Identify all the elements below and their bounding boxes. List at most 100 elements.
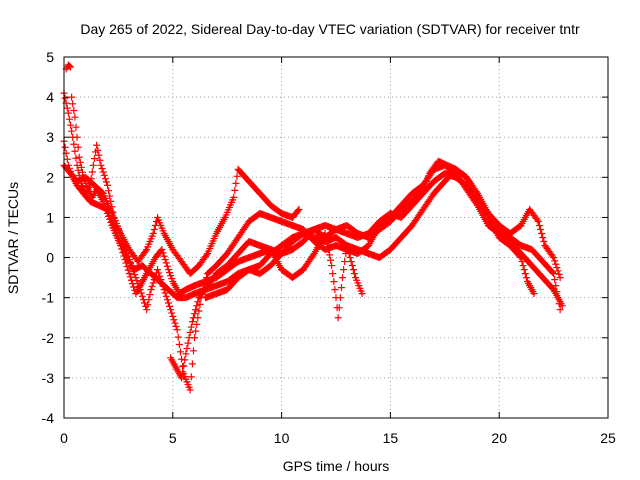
data-point	[348, 262, 356, 270]
data-point	[104, 181, 112, 189]
data-point	[171, 319, 179, 327]
data-point	[160, 252, 168, 260]
data-point	[346, 254, 354, 262]
data-point	[154, 266, 162, 274]
data-point	[172, 322, 180, 330]
data-point	[163, 262, 171, 270]
data-point	[535, 221, 543, 229]
data-point	[347, 258, 355, 266]
data-point	[551, 276, 559, 284]
data-point	[294, 207, 302, 215]
data-point	[133, 277, 141, 285]
data-point	[138, 292, 146, 300]
data-point	[520, 266, 528, 274]
data-point	[166, 302, 174, 310]
data-point	[192, 327, 200, 335]
data-point	[324, 246, 332, 254]
data-point	[155, 269, 163, 277]
data-point	[551, 257, 559, 265]
data-point	[203, 251, 211, 259]
data-point	[325, 251, 333, 259]
data-point	[169, 312, 177, 320]
data-point	[176, 348, 184, 356]
data-point	[185, 334, 193, 342]
data-point	[67, 63, 75, 71]
data-point	[68, 93, 76, 101]
data-point	[161, 289, 169, 297]
data-point	[82, 179, 90, 187]
data-point	[188, 318, 196, 326]
data-point	[72, 154, 80, 162]
data-point	[75, 153, 83, 161]
data-point	[349, 266, 357, 274]
data-point	[168, 309, 176, 317]
series-track-4	[60, 161, 303, 278]
data-point	[553, 264, 561, 272]
chart-title: Day 265 of 2022, Sidereal Day-to-day VTE…	[80, 21, 580, 37]
data-point	[98, 165, 106, 173]
x-tick-label: 15	[383, 430, 399, 446]
data-point	[534, 217, 542, 225]
data-point	[558, 302, 566, 310]
y-tick-label: 4	[46, 89, 54, 105]
data-point	[95, 151, 103, 159]
data-point	[179, 368, 187, 376]
data-point	[74, 143, 82, 151]
data-point	[162, 259, 170, 267]
data-point	[230, 193, 238, 201]
data-point	[521, 270, 529, 278]
data-point	[164, 299, 172, 307]
data-point	[345, 250, 353, 258]
data-point	[538, 229, 546, 237]
data-point	[88, 168, 96, 176]
data-point	[178, 374, 186, 382]
data-point	[135, 283, 143, 291]
data-point	[191, 310, 199, 318]
data-point	[149, 279, 157, 287]
data-point	[550, 254, 558, 262]
data-point	[184, 339, 192, 347]
series-track-5	[167, 229, 366, 382]
data-point	[168, 275, 176, 283]
series-track-1	[62, 61, 564, 314]
data-point	[97, 161, 105, 169]
y-tick-label: -3	[42, 370, 55, 386]
data-point	[93, 141, 101, 149]
data-point	[518, 258, 526, 266]
data-point	[549, 252, 557, 260]
data-point	[102, 178, 110, 186]
data-point	[159, 249, 167, 257]
data-point	[203, 274, 211, 282]
data-point	[522, 274, 530, 282]
data-point	[187, 373, 195, 381]
data-point	[329, 270, 337, 278]
data-point	[323, 240, 331, 248]
y-axis-label: SDTVAR / TECUs	[5, 182, 21, 294]
data-point	[76, 158, 84, 166]
data-point	[149, 229, 157, 237]
data-point	[110, 223, 118, 231]
data-point	[68, 127, 76, 135]
x-tick-label: 25	[600, 430, 616, 446]
data-point	[89, 161, 97, 169]
data-point	[309, 251, 317, 259]
data-point	[350, 270, 358, 278]
data-point	[136, 286, 144, 294]
data-point	[186, 386, 194, 394]
data-point	[158, 246, 166, 254]
data-point	[517, 254, 525, 262]
data-point	[123, 263, 131, 271]
data-point	[328, 262, 336, 270]
data-point	[327, 256, 335, 264]
data-point	[554, 267, 562, 275]
y-tick-label: 2	[46, 169, 54, 185]
data-point	[147, 286, 155, 294]
y-tick-label: 0	[46, 250, 54, 266]
plot-area	[60, 61, 566, 394]
series-track-6	[201, 169, 564, 302]
data-point	[132, 274, 140, 282]
data-point	[358, 290, 366, 298]
y-tick-label: -2	[42, 330, 55, 346]
data-point	[69, 100, 77, 108]
data-point	[339, 274, 347, 282]
